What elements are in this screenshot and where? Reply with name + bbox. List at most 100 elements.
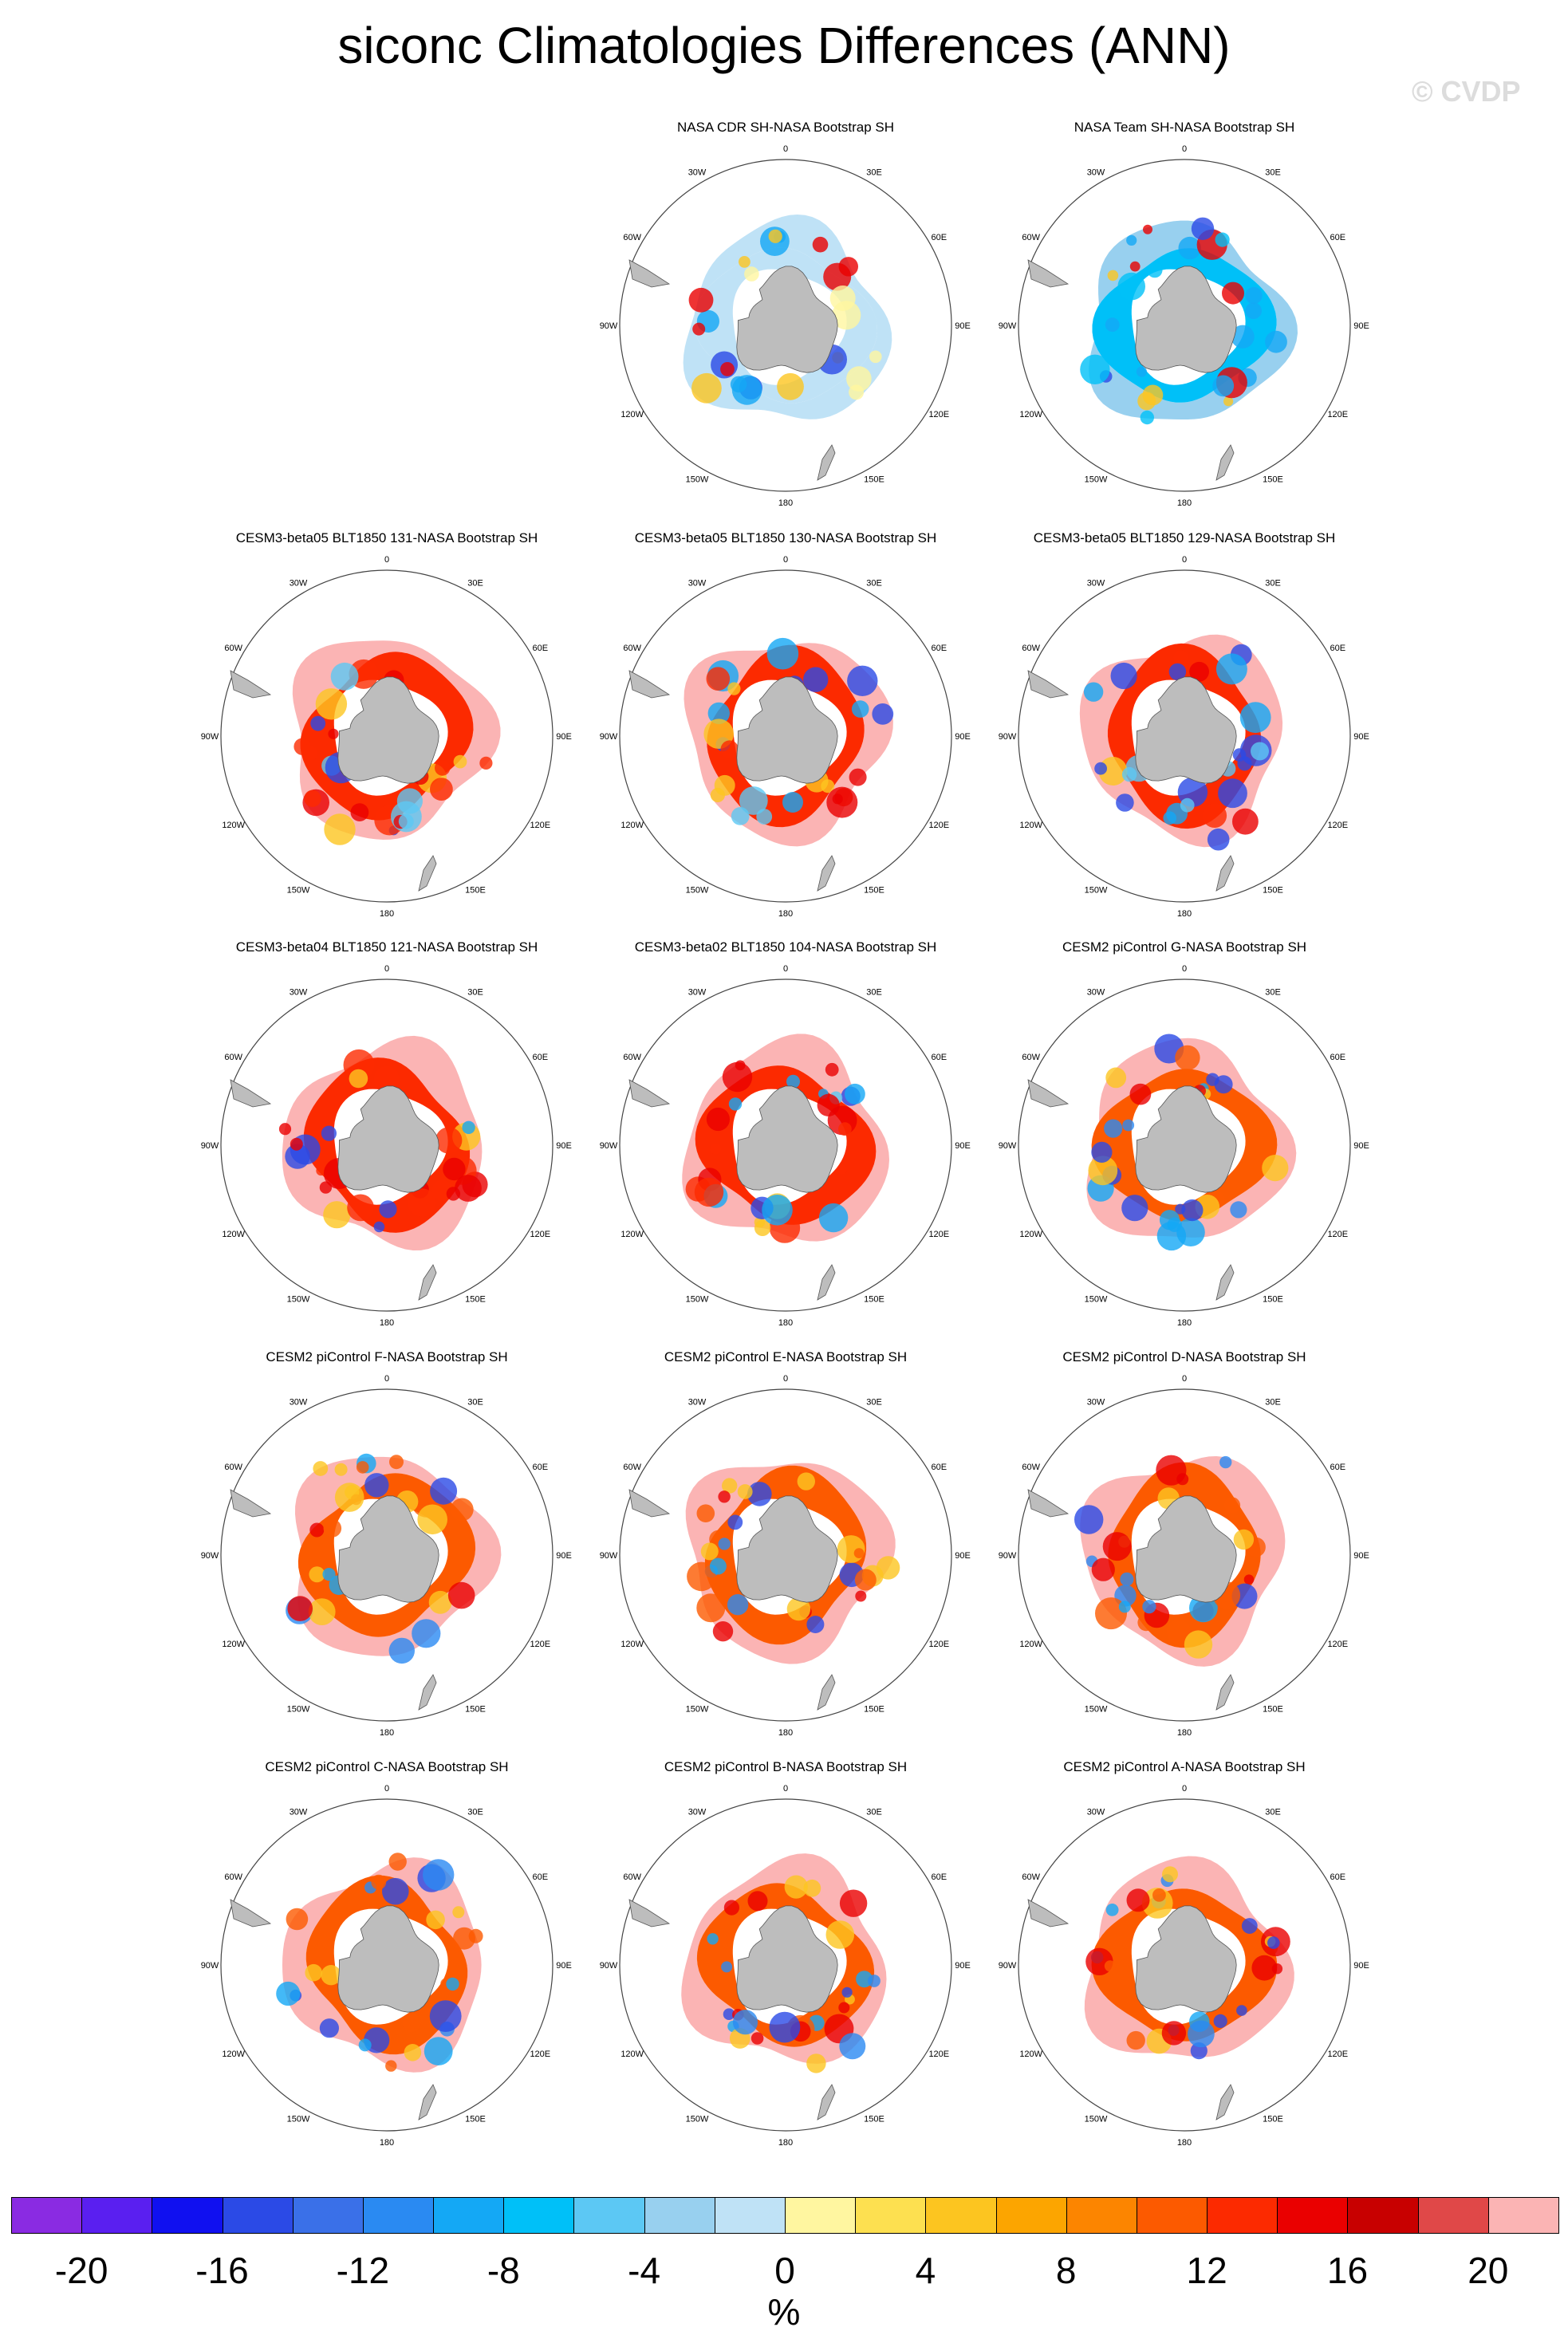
longitude-label: 150W (287, 2114, 310, 2124)
new-zealand-landmass (418, 2084, 437, 2120)
map-panel: CESM2 piControl E-NASA Bootstrap SH 0 30E 6… (586, 1349, 985, 1756)
longitude-label: 120E (928, 821, 949, 830)
longitude-label: 60E (533, 1463, 549, 1472)
longitude-label: 150E (465, 1294, 486, 1304)
ice-difference-patch (430, 1477, 458, 1505)
ice-difference-patch (1265, 330, 1287, 353)
ice-difference-patch (747, 1482, 772, 1506)
longitude-label: 60W (1022, 644, 1040, 653)
map-panel: CESM2 piControl B-NASA Bootstrap SH 0 30E 6… (586, 1759, 985, 2166)
longitude-label: 150E (1263, 474, 1283, 484)
ice-difference-patch (1230, 1201, 1247, 1219)
ice-difference-patch (720, 740, 739, 758)
colorbar-box (995, 2197, 1067, 2234)
colorbar-box (503, 2197, 575, 2234)
ice-difference-patch (707, 1933, 719, 1945)
longitude-label: 90W (201, 732, 219, 742)
ice-difference-patch (1245, 302, 1262, 319)
colorbar-box (714, 2197, 786, 2234)
ice-difference-patch (691, 372, 722, 404)
panel-title: CESM3-beta05 BLT1850 130-NASA Bootstrap … (634, 530, 937, 545)
longitude-label: 90E (556, 1551, 572, 1561)
longitude-label: 150E (1263, 885, 1283, 895)
longitude-label: 150E (465, 2114, 486, 2124)
ice-difference-patch (727, 1594, 749, 1616)
panel-title: CESM2 piControl D-NASA Bootstrap SH (1062, 1349, 1306, 1364)
ice-difference-patch (1129, 1083, 1152, 1105)
south-america-landmass (628, 259, 671, 288)
ice-difference-patch (328, 728, 339, 739)
map-panel: CESM3-beta04 BLT1850 121-NASA Bootstrap … (187, 939, 586, 1346)
ice-difference-patch (1129, 261, 1141, 272)
ice-difference-patch (739, 786, 768, 815)
longitude-label: 0 (783, 555, 788, 565)
longitude-label: 120W (1019, 821, 1042, 830)
antarctica-landmass (337, 1495, 439, 1603)
ice-difference-patch (389, 1455, 404, 1470)
ice-difference-patch (450, 1498, 474, 1522)
ice-difference-patch (388, 1637, 415, 1664)
colorbar-box (11, 2197, 83, 2234)
polar-map: 0 30E 60E 90E 120E 150E 180 150W 120W 90W 60W 30W (600, 555, 971, 919)
longitude-label: 150E (864, 2114, 884, 2124)
south-america-landmass (230, 1899, 272, 1927)
ice-difference-patch (1105, 1904, 1119, 1916)
longitude-label: 120W (222, 1230, 245, 1239)
longitude-label: 30E (467, 579, 483, 589)
ice-difference-patch (371, 1874, 387, 1890)
panel-title: CESM3-beta05 BLT1850 131-NASA Bootstrap … (235, 530, 538, 545)
longitude-label: 180 (380, 909, 394, 919)
colorbar-tick-label: 12 (1186, 2250, 1227, 2291)
longitude-label: 180 (1177, 1318, 1192, 1328)
ice-difference-patch (754, 1216, 766, 1228)
ice-difference-patch (818, 1203, 849, 1233)
ice-difference-patch (408, 1188, 437, 1217)
longitude-label: 30E (467, 988, 483, 998)
ice-difference-patch (423, 1859, 455, 1891)
longitude-label: 30E (866, 168, 882, 178)
colorbar-box (1066, 2197, 1137, 2234)
longitude-label: 90E (955, 732, 971, 742)
colorbar-unit: % (767, 2291, 801, 2333)
new-zealand-landmass (817, 855, 836, 892)
ice-difference-patch (1232, 748, 1247, 762)
ice-difference-patch (706, 667, 731, 691)
new-zealand-landmass (817, 1264, 836, 1301)
ice-difference-patch (723, 1900, 739, 1916)
ice-difference-patch (364, 1473, 389, 1498)
ice-difference-patch (435, 760, 451, 776)
longitude-label: 0 (783, 1784, 788, 1794)
ice-difference-patch (1178, 236, 1201, 260)
new-zealand-landmass (817, 2084, 836, 2120)
ice-difference-patch (1166, 1619, 1192, 1644)
longitude-label: 150W (1085, 885, 1108, 895)
ice-difference-patch (1213, 2014, 1227, 2028)
ice-difference-patch (1120, 1572, 1134, 1586)
ice-difference-patch (1243, 1574, 1255, 1585)
ice-difference-patch (1236, 2005, 1247, 2016)
longitude-label: 120W (222, 2050, 245, 2059)
longitude-label: 150E (1263, 2114, 1283, 2124)
south-america-landmass (230, 1079, 272, 1108)
ice-difference-patch (710, 1143, 722, 1155)
longitude-label: 180 (380, 1728, 394, 1738)
ice-difference-patch (1142, 384, 1164, 406)
ice-difference-patch (817, 1093, 840, 1116)
map-panel: CESM2 piControl D-NASA Bootstrap SH 0 30E 6… (985, 1349, 1384, 1756)
colorbar-box (433, 2197, 505, 2234)
polar-map: 0 30E 60E 90E 120E 150E 180 150W 120W 90W 60W 30W (600, 1784, 971, 2148)
ice-difference-patch (872, 703, 894, 725)
south-america-landmass (230, 670, 272, 699)
longitude-label: 180 (1177, 909, 1192, 919)
longitude-label: 30E (467, 1808, 483, 1817)
new-zealand-landmass (817, 1674, 836, 1711)
ice-difference-patch (455, 1175, 482, 1202)
longitude-label: 120E (530, 1230, 550, 1239)
ice-difference-patch (373, 1221, 385, 1233)
ice-difference-patch (722, 1478, 738, 1494)
longitude-label: 120E (1327, 2050, 1348, 2059)
new-zealand-landmass (418, 855, 437, 892)
colorbar-box (1277, 2197, 1349, 2234)
longitude-label: 120W (1019, 410, 1042, 419)
ice-difference-patch (1094, 762, 1107, 775)
